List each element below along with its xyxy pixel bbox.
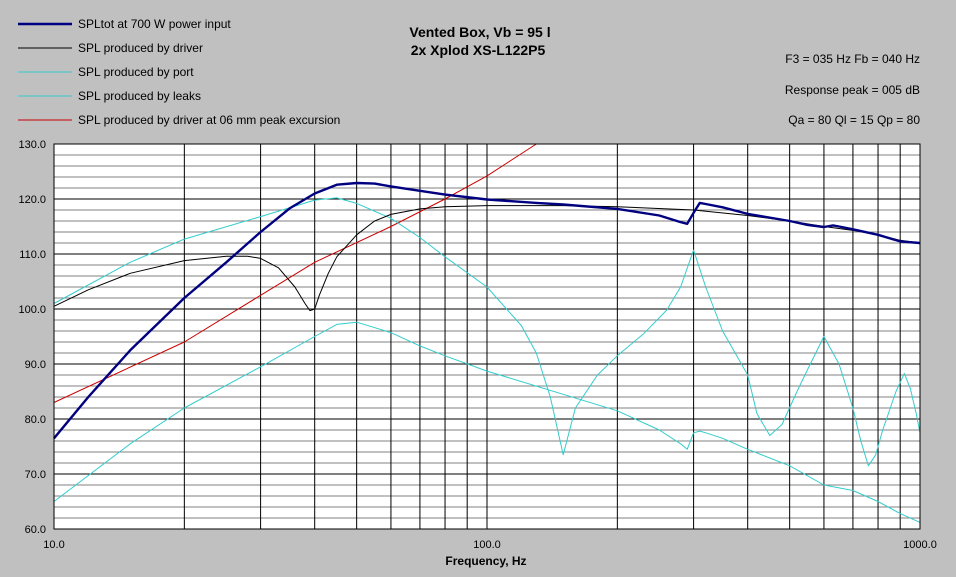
x-tick-label: 10.0 [43,539,64,551]
x-tick-label: 1000.0 [903,539,937,551]
y-tick-label: 120.0 [18,194,46,206]
y-tick-label: 70.0 [25,469,46,481]
legend-label-2: SPL produced by port [78,65,194,79]
plot-border [53,143,921,530]
y-tick-label: 100.0 [18,304,46,316]
chart-subtitle: 2x Xplod XS-L122P5 [411,42,546,58]
y-tick-label: 130.0 [18,139,46,151]
legend-label-3: SPL produced by leaks [78,89,201,103]
series-line-2 [53,197,921,467]
info-line-f3-fb: F3 = 035 Hz Fb = 040 Hz [785,52,920,66]
legend-label-4: SPL produced by driver at 06 mm peak exc… [78,113,340,127]
legend-label-0: SPLtot at 700 W power input [78,17,231,31]
tick-labels: 60.0 70.0 80.0 90.0 100.0 110.0 120.0 130.0 10.0… [18,139,936,551]
info-line-response-peak: Response peak = 005 dB [785,83,920,97]
y-tick-label: 90.0 [25,359,46,371]
series-line-3 [53,321,921,523]
grid [54,144,920,529]
chart-title: Vented Box, Vb = 95 l [409,24,550,40]
y-tick-label: 60.0 [25,524,46,536]
series-line-4 [53,143,537,403]
x-tick-label: 100.0 [473,539,501,551]
info-line-q-values: Qa = 80 Ql = 15 Qp = 80 [788,113,920,127]
series-layer [53,143,921,523]
legend: SPLtot at 700 W power input SPL produced … [18,17,340,127]
y-tick-label: 110.0 [19,249,46,261]
y-tick-label: 80.0 [25,414,46,426]
legend-label-1: SPL produced by driver [78,41,203,55]
x-axis-label: Frequency, Hz [445,554,526,568]
series-line-0 [53,181,921,440]
